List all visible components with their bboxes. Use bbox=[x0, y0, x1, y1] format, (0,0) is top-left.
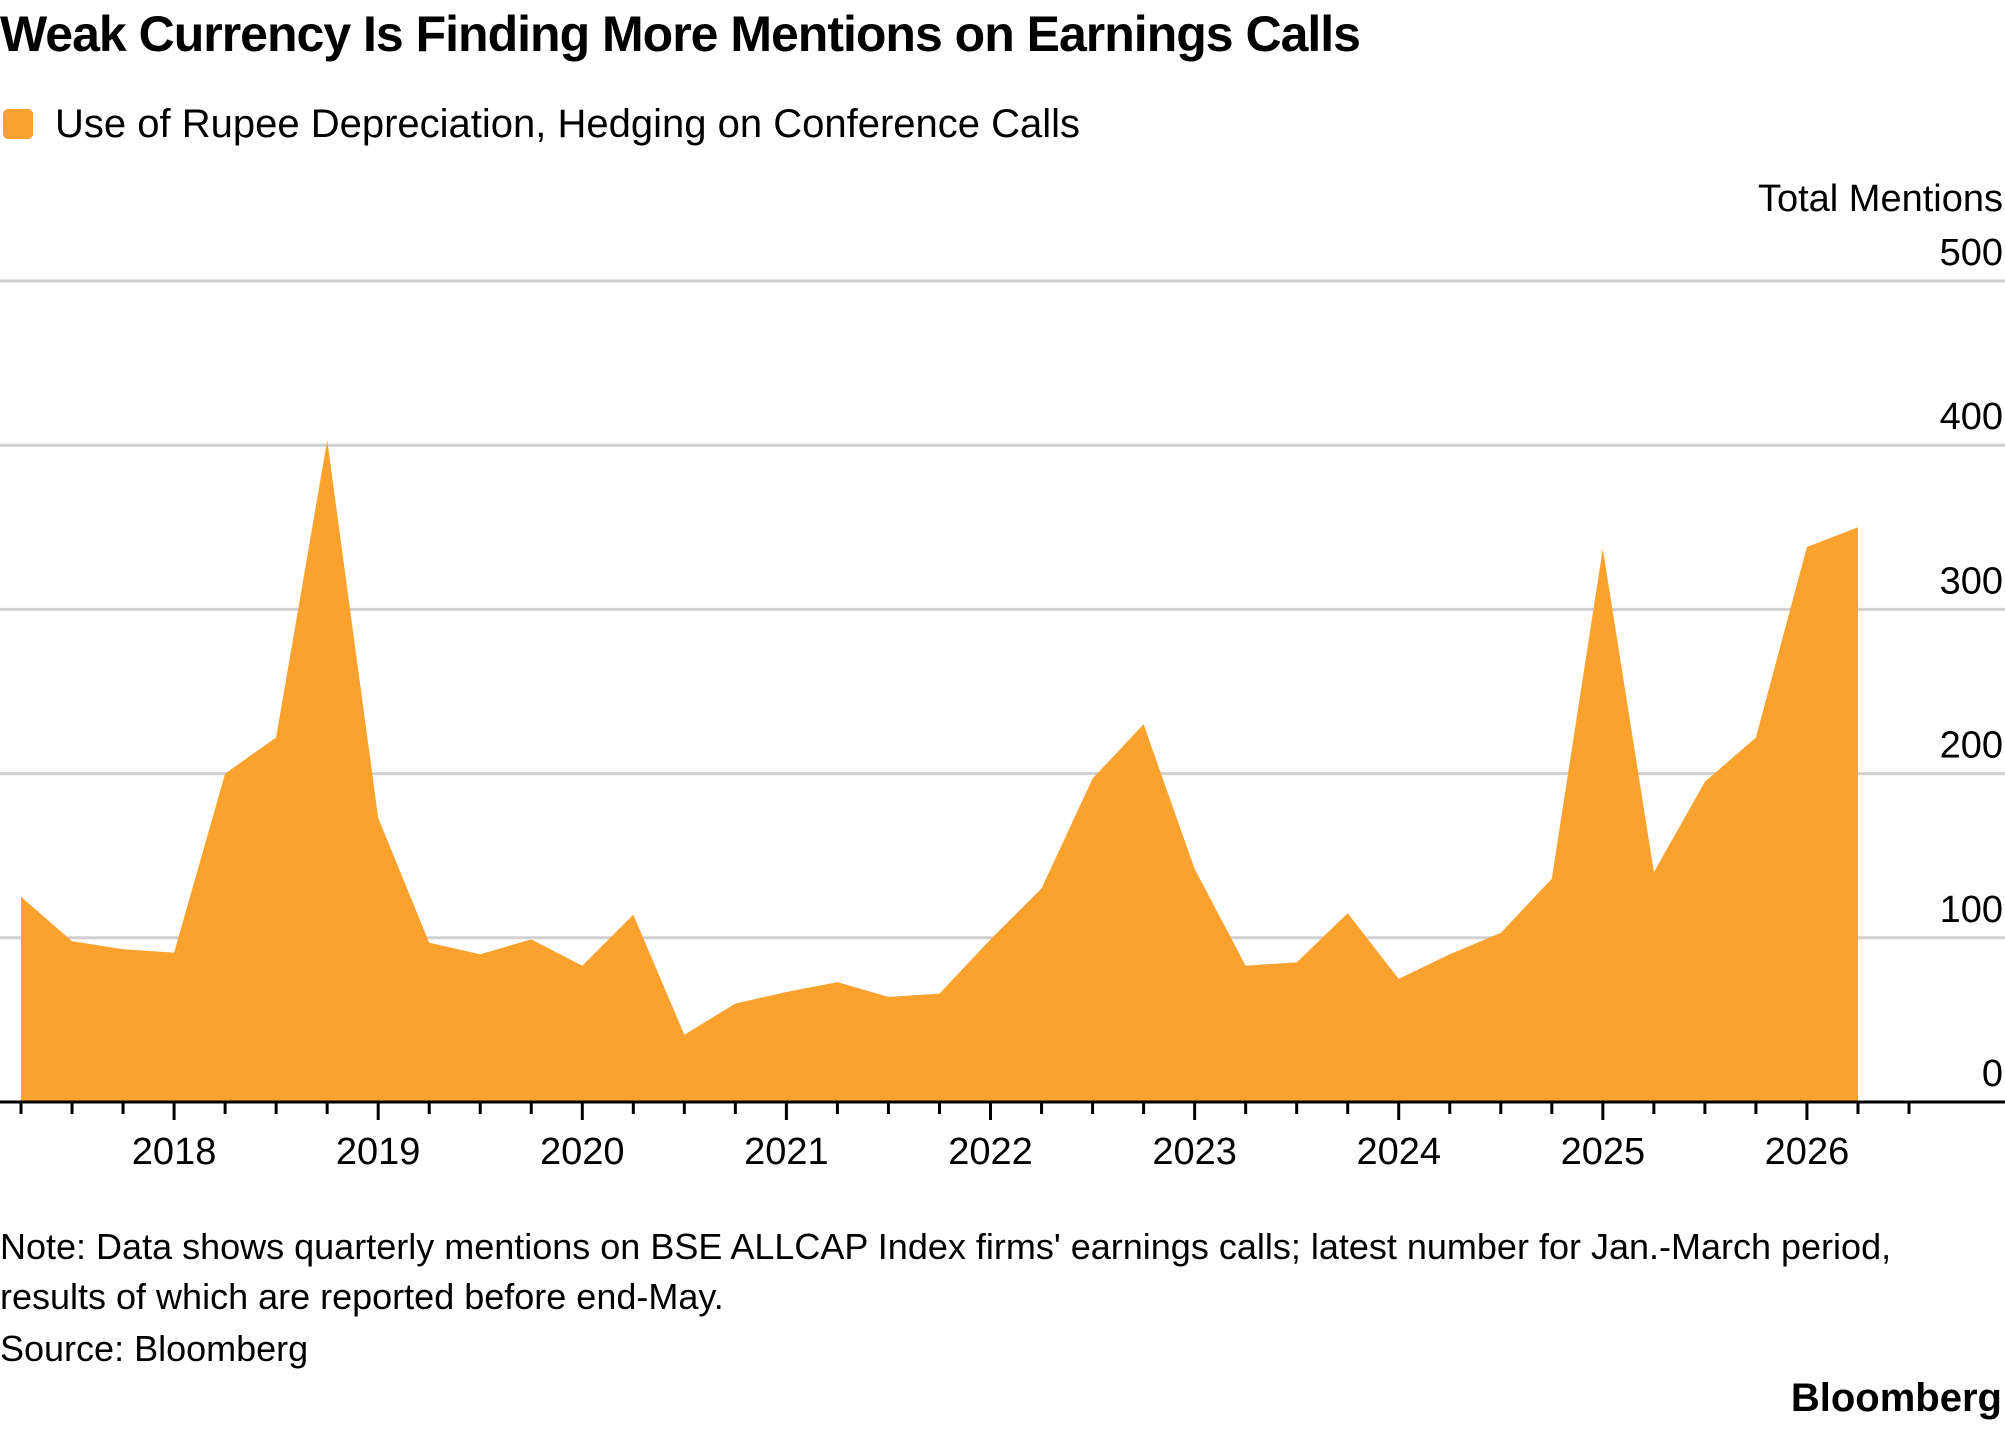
y-axis-title: Total Mentions bbox=[1758, 178, 2003, 220]
x-tick-label: 2022 bbox=[948, 1131, 1033, 1173]
x-tick-label: 2024 bbox=[1356, 1131, 1441, 1173]
x-tick-label: 2021 bbox=[744, 1131, 829, 1173]
area-chart: Total Mentions 0 100 200 300 400 500 2018 2019 2… bbox=[0, 178, 2005, 1173]
legend-label: Use of Rupee Depreciation, Hedging on Co… bbox=[55, 101, 1081, 146]
x-tick-label: 2019 bbox=[336, 1131, 421, 1173]
y-tick-label: 500 bbox=[1940, 232, 2003, 274]
x-tick-label: 2018 bbox=[132, 1131, 217, 1173]
series-area bbox=[21, 440, 1858, 1102]
y-tick-label: 300 bbox=[1940, 560, 2003, 602]
legend: Use of Rupee Depreciation, Hedging on Co… bbox=[0, 98, 1080, 150]
x-tick-label: 2026 bbox=[1765, 1131, 1850, 1173]
y-tick-label: 100 bbox=[1940, 889, 2003, 931]
bloomberg-logo: Bloomberg bbox=[1790, 1376, 2002, 1420]
x-tick-label: 2020 bbox=[540, 1131, 625, 1173]
y-tick-label: 400 bbox=[1940, 396, 2003, 438]
chart-note: Note: Data shows quarterly mentions on B… bbox=[0, 1226, 1892, 1317]
chart-title: Weak Currency Is Finding More Mentions o… bbox=[0, 6, 1361, 62]
chart-source: Source: Bloomberg bbox=[0, 1328, 309, 1369]
x-tick-label: 2023 bbox=[1152, 1131, 1237, 1173]
y-tick-label: 200 bbox=[1940, 725, 2003, 767]
y-tick-label: 0 bbox=[1982, 1053, 2003, 1095]
legend-swatch bbox=[3, 109, 33, 139]
x-tick-label: 2025 bbox=[1561, 1131, 1646, 1173]
